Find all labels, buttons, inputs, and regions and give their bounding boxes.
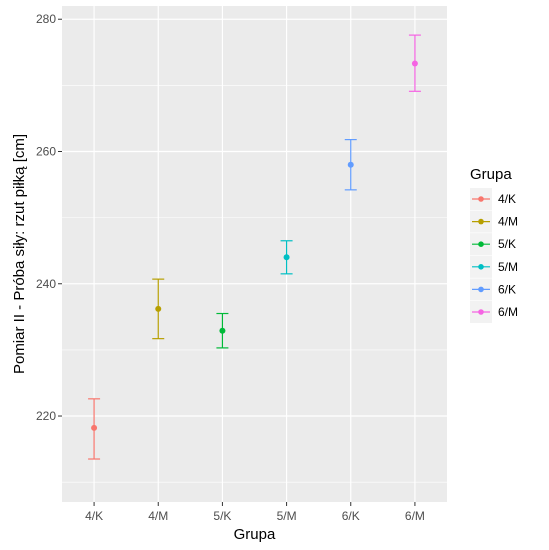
legend-key-point: [478, 218, 484, 225]
legend-key-point: [478, 196, 484, 202]
data-point: [91, 424, 98, 431]
legend-label: 6/M: [498, 305, 518, 319]
y-tick-label: 240: [36, 277, 56, 291]
x-tick-label: 4/M: [148, 509, 168, 523]
legend-key-point: [478, 241, 484, 247]
legend-key-point: [478, 286, 484, 293]
legend-item-6/K: 6/K: [470, 278, 516, 301]
data-point: [155, 305, 162, 312]
error-bar-6/K: [344, 138, 357, 191]
x-axis-title: Grupa: [234, 526, 276, 543]
legend-item-5/M: 5/M: [470, 255, 518, 278]
error-bar-4/M: [152, 278, 165, 340]
y-axis-title: Pomiar II - Próba siły: rzut piłką [cm]: [11, 134, 28, 374]
legend-label: 5/M: [498, 260, 518, 274]
legend-label: 6/K: [498, 282, 516, 296]
legend-key-point: [478, 264, 484, 270]
legend-item-4/M: 4/M: [470, 210, 518, 233]
legend-label: 4/M: [498, 215, 518, 229]
grid: [62, 6, 447, 502]
error-bar-4/K: [88, 398, 101, 460]
legend-items: 4/K 4/M 5/K 5/M 6/K 6/M: [470, 188, 518, 323]
legend-key-point: [478, 309, 484, 315]
x-tick-label: 6/M: [405, 509, 425, 523]
legend-item-4/K: 4/K: [470, 188, 516, 210]
data-point: [411, 60, 418, 67]
data-point: [347, 161, 354, 168]
x-axis: 4/K 4/M 5/K 5/M 6/K 6/M: [85, 502, 425, 523]
y-tick-label: 260: [36, 144, 56, 158]
x-tick-label: 4/K: [85, 509, 103, 523]
legend-label: 4/K: [498, 192, 516, 206]
error-bar-5/K: [216, 312, 229, 349]
y-tick-label: 280: [36, 12, 56, 26]
y-tick-label: 220: [36, 409, 56, 423]
x-tick-label: 6/K: [342, 509, 360, 523]
y-axis: 220 240 260 280: [36, 12, 62, 423]
error-bars: [88, 34, 421, 460]
legend-label: 5/K: [498, 237, 516, 251]
legend-item-5/K: 5/K: [470, 233, 516, 256]
x-tick-label: 5/K: [213, 509, 231, 523]
legend: Grupa 4/K 4/M 5/K 5/M 6/K 6/M: [470, 166, 518, 323]
legend-item-6/M: 6/M: [470, 301, 518, 323]
data-point: [219, 327, 226, 334]
legend-title: Grupa: [470, 166, 512, 183]
error-bar-5/M: [280, 240, 293, 275]
plot-panel: [62, 6, 447, 502]
data-point: [283, 254, 290, 261]
x-tick-label: 5/M: [277, 509, 297, 523]
error-bar-6/M: [408, 34, 421, 92]
